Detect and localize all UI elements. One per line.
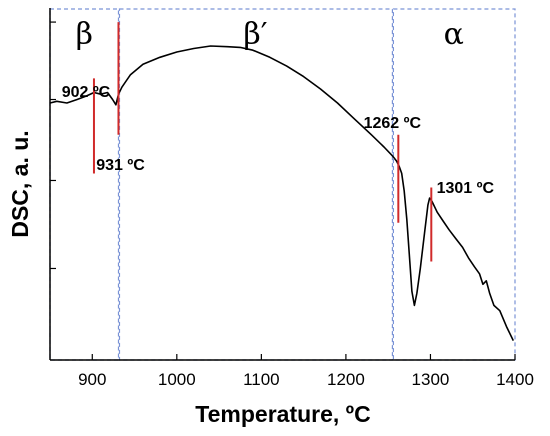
x-ticks [91,354,516,360]
x-tick-label: 900 [78,370,106,389]
x-tick-label: 1300 [412,370,450,389]
plot-area [49,8,515,361]
temperature-annotation: 1301 ºC [437,180,495,197]
x-tick-label: 1200 [327,370,365,389]
transition-markers [92,22,433,262]
y-ticks [50,21,56,270]
temperature-annotation: 931 ºC [96,157,145,174]
phase-label: β′ [243,17,267,52]
x-tick-labels: 900 1000 1100 1200 1300 1400 [78,370,534,389]
phase-labels: β β′ α [76,17,464,52]
x-axis-title: Temperature, ºC [195,401,370,427]
phase-label: α [444,17,464,52]
phase-box [49,8,120,361]
temperature-annotation: 1262 ºC [364,115,422,132]
x-tick-label: 1000 [158,370,196,389]
temperature-annotation: 902 ºC [62,84,111,101]
phase-box [118,8,394,361]
y-axis-title: DSC, a. u. [7,130,33,237]
phase-label: β [76,17,93,52]
x-tick-label: 1100 [243,370,280,389]
x-tick-label: 1400 [496,370,534,389]
annotations: 902 ºC 931 ºC 1262 ºC 1301 ºC [62,84,495,197]
